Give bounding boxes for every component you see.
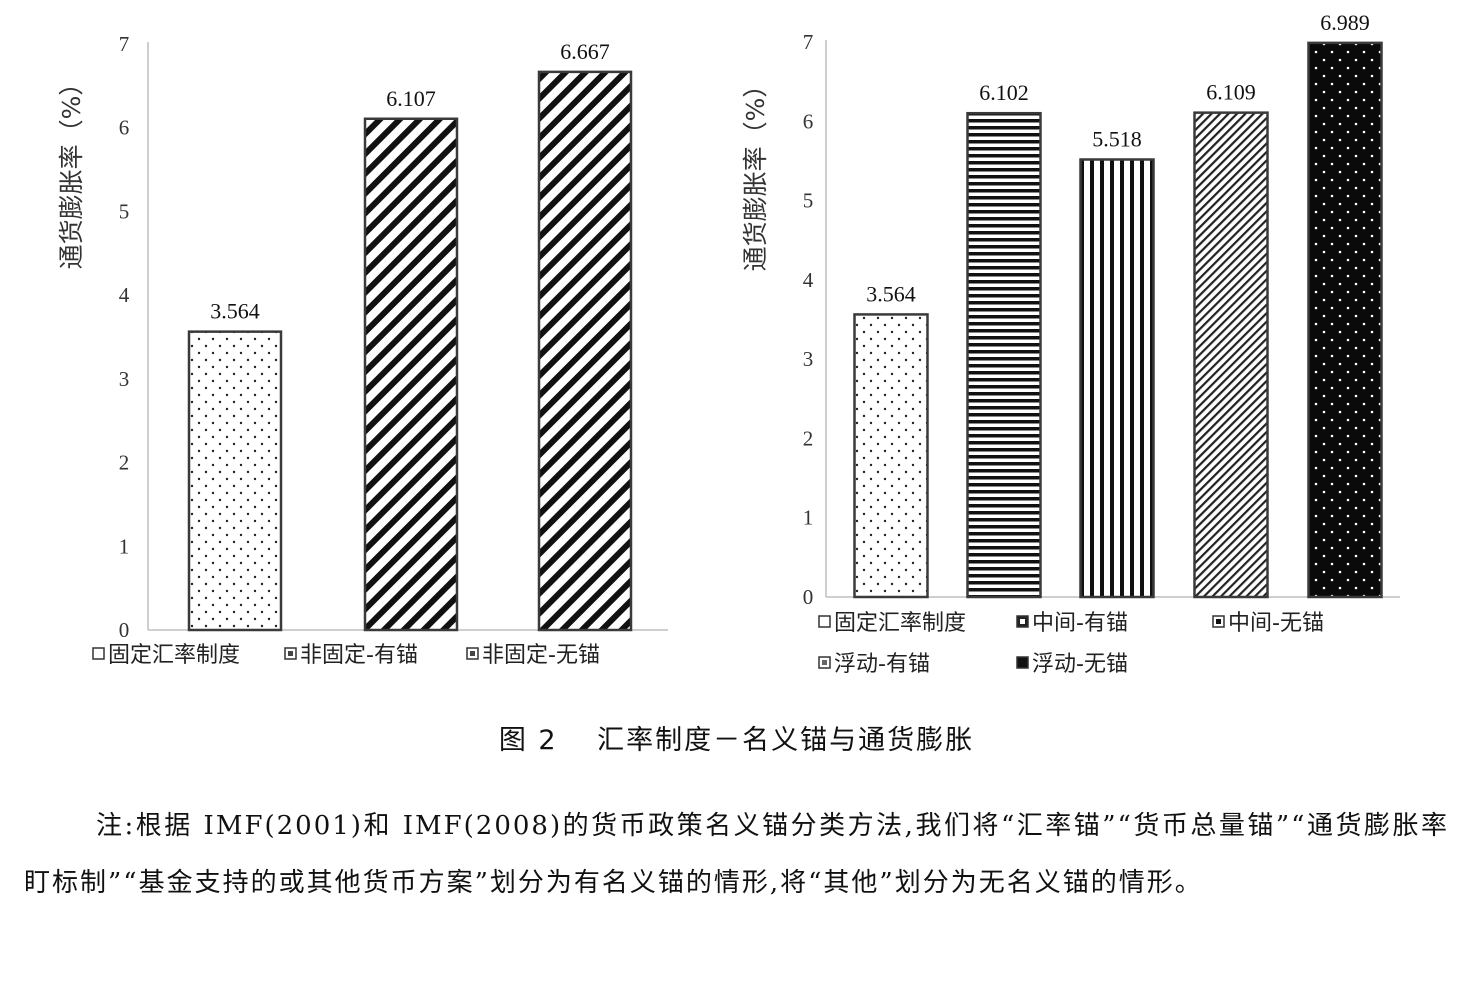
y-tick-label: 3	[803, 347, 814, 371]
data-label: 3.564	[210, 299, 260, 324]
bar	[187, 330, 283, 632]
figure-note: 注:根据 IMF(2001)和 IMF(2008)的货币政策名义锚分类方法,我们…	[24, 811, 1449, 898]
legend-swatch	[818, 615, 831, 628]
data-label: 6.109	[1206, 80, 1256, 105]
bar	[1079, 158, 1155, 599]
y-tick-label: 0	[803, 585, 814, 609]
y-tick-label: 1	[119, 534, 130, 558]
figure-caption: 图 2 汇率制度－名义锚与通货膨胀	[498, 725, 975, 756]
data-label: 6.102	[979, 80, 1029, 105]
legend-entry: 浮动-有锚	[834, 652, 930, 677]
y-tick-label: 2	[803, 426, 814, 450]
bar	[1307, 41, 1383, 599]
legend-swatch-inner	[288, 651, 293, 656]
legend-swatch-inner	[822, 660, 827, 665]
legend-entry: 固定汇率制度	[108, 643, 240, 668]
data-label: 6.667	[560, 39, 610, 64]
left-bar-chart: 0 1 2 3 4 5 6 7 通货膨胀率（%） 3.564 6.107 6.667 固定汇率制度 非固定…	[57, 32, 668, 668]
y-tick-label: 5	[803, 189, 814, 213]
y-axis-label: 通货膨胀率（%）	[741, 73, 770, 272]
y-tick-label: 6	[803, 109, 814, 133]
legend-swatch-inner	[1020, 619, 1025, 624]
bar	[853, 313, 929, 599]
legend-entry: 浮动-无锚	[1032, 652, 1128, 677]
y-axis-label: 通货膨胀率（%）	[57, 71, 86, 270]
y-tick-label: 5	[119, 199, 130, 223]
y-tick-label: 0	[119, 618, 130, 642]
data-label: 6.989	[1320, 10, 1370, 35]
bar	[966, 111, 1042, 599]
data-label: 3.564	[866, 281, 916, 306]
y-tick-label: 7	[119, 32, 130, 56]
y-tick-label: 3	[119, 367, 130, 391]
y-tick-label: 6	[119, 116, 130, 140]
legend-swatch	[92, 647, 105, 660]
legend-entry: 中间-有锚	[1032, 611, 1128, 636]
y-tick-label: 4	[119, 283, 130, 307]
right-bar-chart: 0 1 2 3 4 5 6 7 通货膨胀率（%） 3.564 6.102 5.518 6.109 6.98…	[741, 10, 1400, 677]
legend-swatch	[1016, 656, 1029, 669]
legend-entry: 非固定-有锚	[300, 643, 418, 668]
data-label: 5.518	[1092, 127, 1142, 152]
data-label: 6.107	[386, 86, 436, 111]
bar	[363, 117, 459, 632]
legend-entry: 非固定-无锚	[482, 643, 600, 668]
y-tick-label: 2	[119, 451, 130, 475]
bar	[537, 70, 633, 632]
y-tick-label: 7	[803, 30, 814, 54]
legend-swatch-inner	[1216, 619, 1221, 624]
legend-entry: 固定汇率制度	[834, 611, 966, 636]
legend-entry: 中间-无锚	[1228, 611, 1324, 636]
bar	[1193, 111, 1269, 599]
y-tick-label: 4	[803, 268, 814, 292]
legend-swatch-inner	[470, 651, 475, 656]
y-tick-label: 1	[803, 506, 814, 530]
